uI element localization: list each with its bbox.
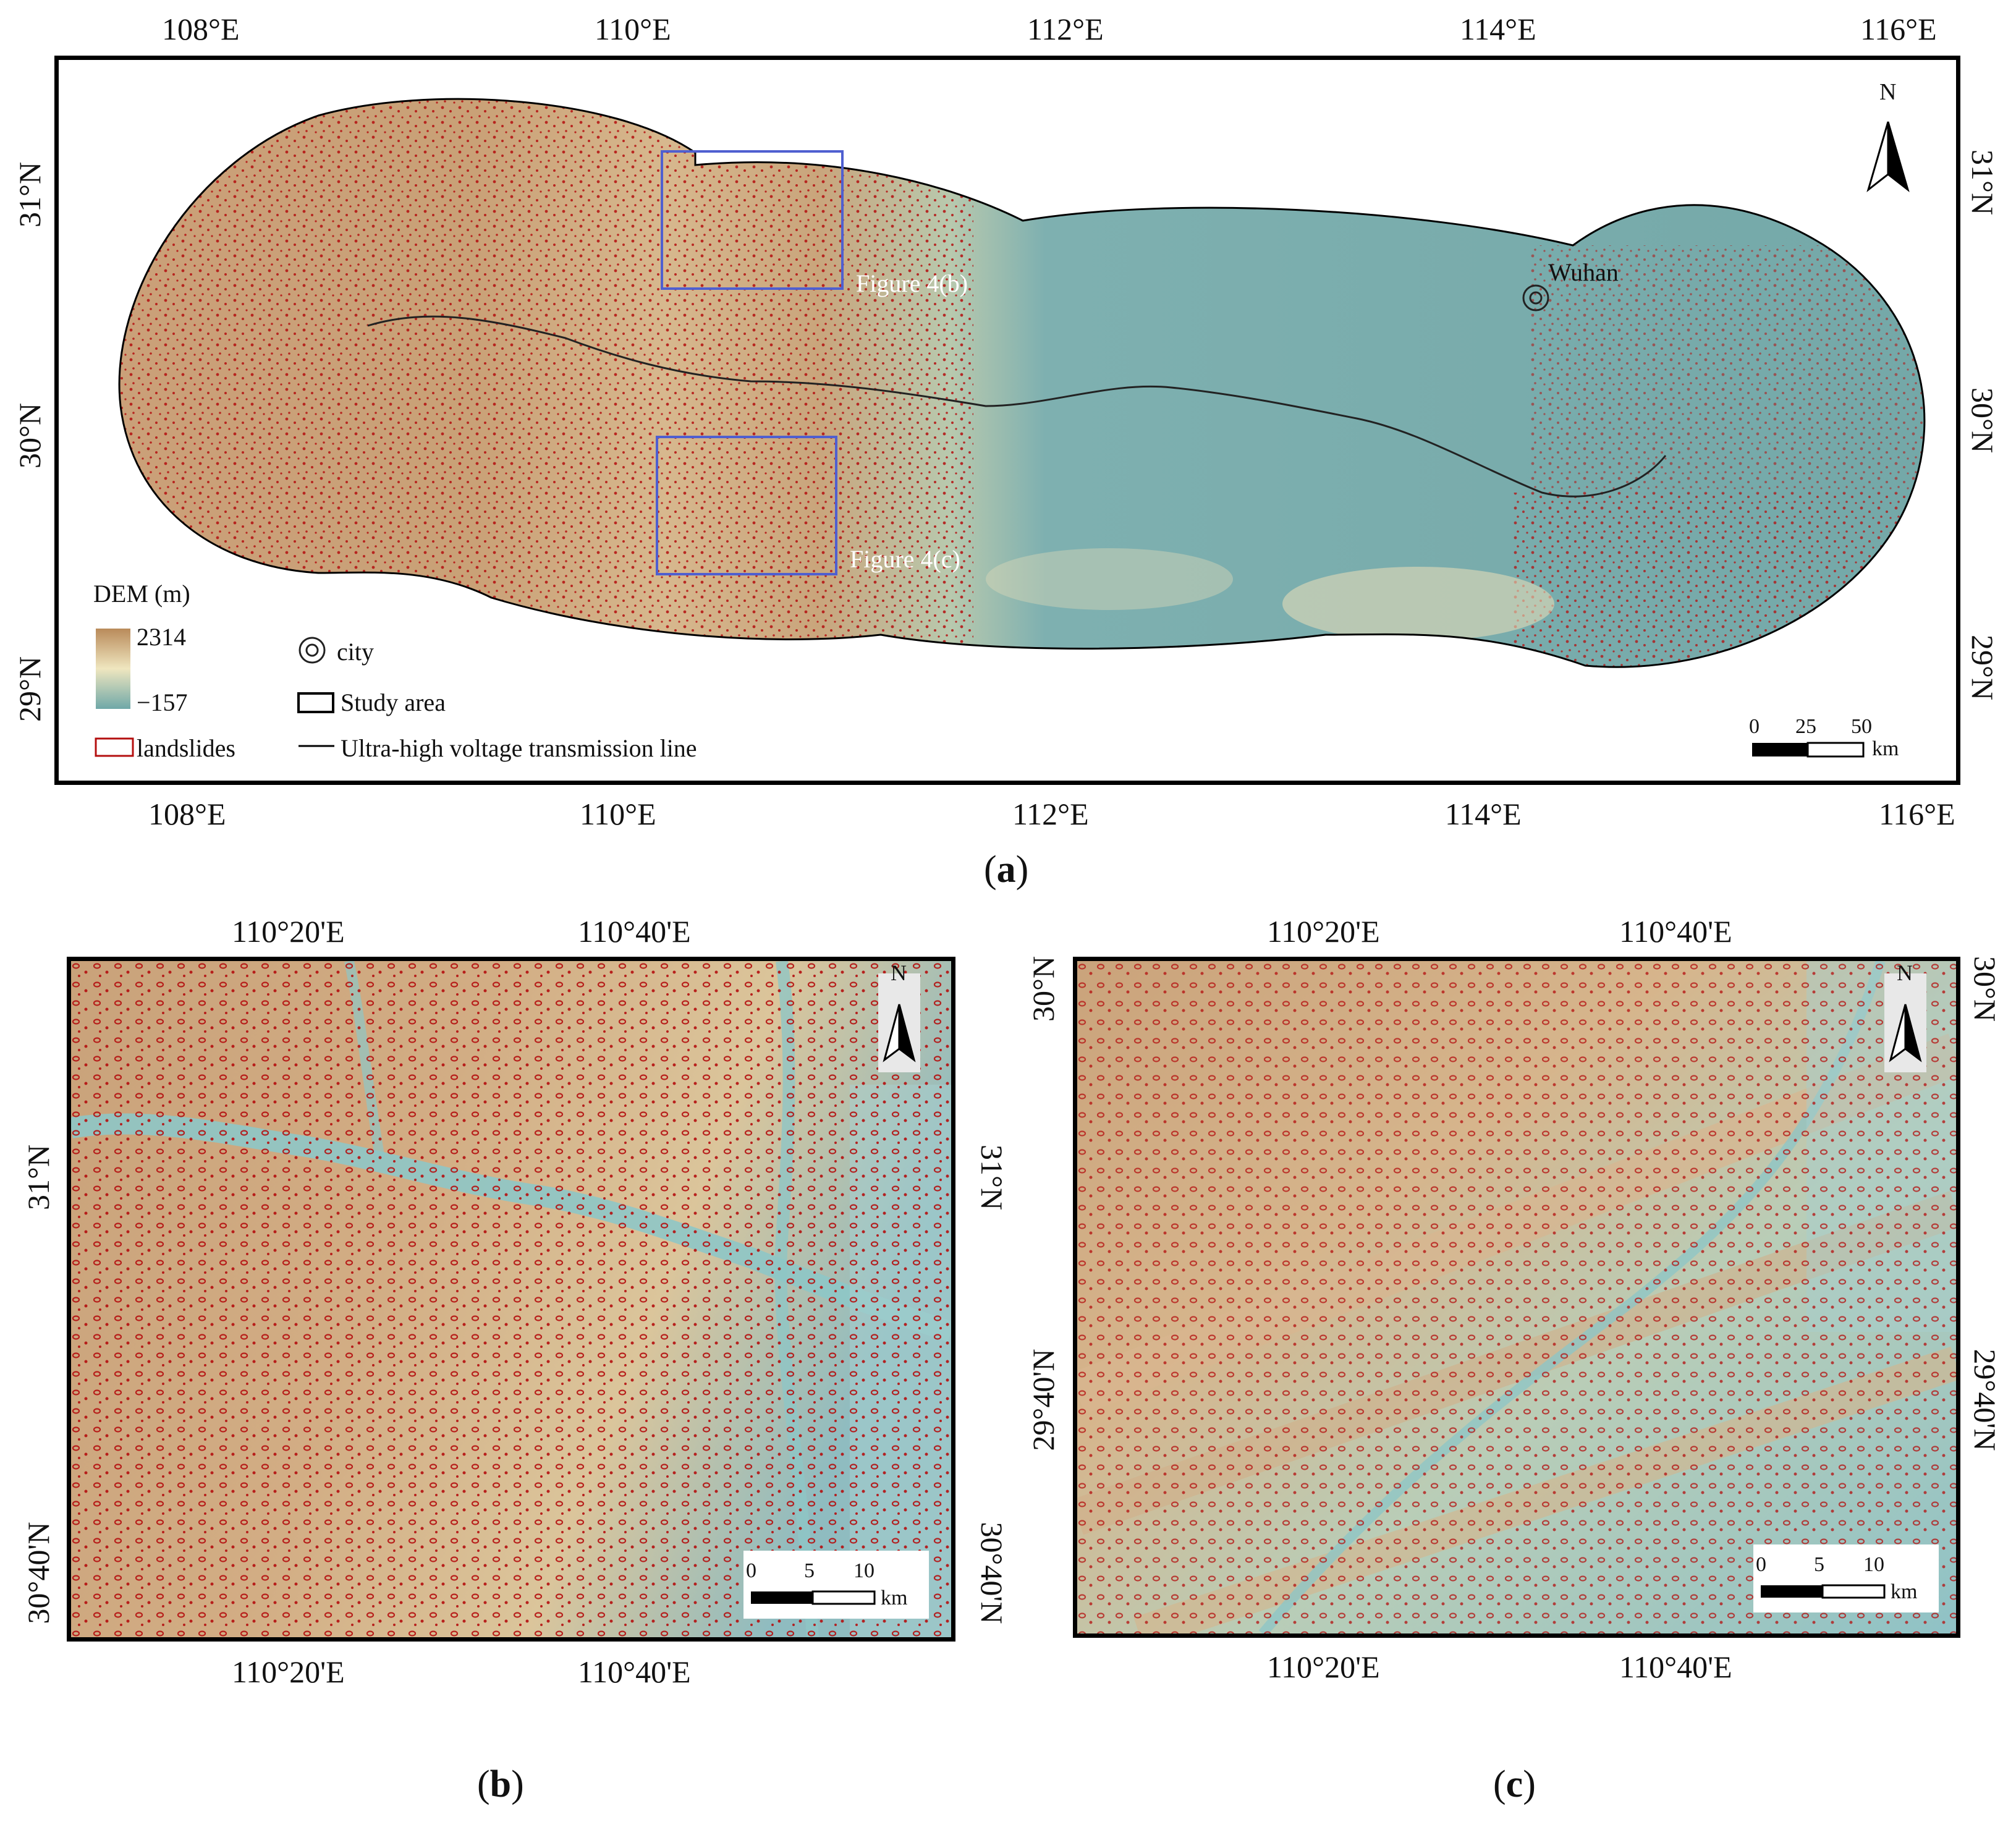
north-arrow-icon (878, 973, 920, 1072)
north-label: N (1897, 960, 1913, 985)
legend-city-icon (299, 637, 326, 664)
scalebar-c-label-1: 5 (1814, 1553, 1824, 1576)
lat-tick-left: 31°N (21, 1144, 56, 1211)
scalebar-c-label-2: 10 (1863, 1553, 1884, 1576)
lon-tick-top: 114°E (1460, 12, 1536, 46)
lon-tick-bottom: 110°20'E (232, 1655, 345, 1689)
lat-tick-left: 29°N (12, 656, 47, 722)
scalebar-a-label-2: 50 (1851, 715, 1872, 738)
legend-landslide-icon (95, 737, 134, 757)
lon-tick-top: 110°20'E (1267, 914, 1380, 949)
figure-4c-label: Figure 4(c) (850, 545, 960, 573)
lon-tick-bottom: 110°E (580, 797, 656, 831)
study-area-boundary (118, 98, 1926, 668)
scalebar-a-label-1: 25 (1795, 715, 1816, 738)
lat-tick-left: 29°40'N (1026, 1349, 1061, 1451)
lon-tick-bottom: 114°E (1445, 797, 1522, 831)
lat-tick-right: 30°N (1965, 387, 2000, 454)
lat-tick-left: 30°N (1026, 955, 1061, 1022)
scalebar-a (1752, 742, 1865, 758)
figure-4c-box (656, 436, 837, 575)
scalebar-c-unit: km (1891, 1580, 1918, 1603)
scalebar-a-label-0: 0 (1749, 715, 1760, 738)
lon-tick-bottom: 110°40'E (578, 1655, 691, 1689)
lon-tick-top: 108°E (162, 12, 240, 46)
scalebar-b (743, 1551, 929, 1619)
dem-raster (119, 99, 1925, 667)
legend-study-area-icon (297, 692, 334, 713)
figure-4b-label: Figure 4(b) (856, 269, 968, 297)
lon-tick-bottom: 110°40'E (1619, 1650, 1732, 1684)
panel-b-map-frame: N 0 5 10 km (67, 957, 955, 1642)
scalebar-a-unit: km (1872, 737, 1899, 760)
lon-tick-top: 110°40'E (578, 914, 691, 949)
panel-a-caption: (a) (984, 849, 1029, 891)
dem-color-ramp (96, 629, 130, 709)
panel-a-map (95, 98, 1926, 758)
lon-tick-top: 116°E (1860, 12, 1937, 46)
lon-tick-top: 110°E (595, 12, 671, 46)
scalebar-b-unit: km (881, 1587, 908, 1609)
north-label: N (1879, 79, 1897, 105)
panel-c-map-frame: N 0 5 10 km (1073, 957, 1960, 1638)
scalebar-b-label-0: 0 (746, 1559, 756, 1582)
city-label: Wuhan (1548, 258, 1619, 286)
legend-dem-max: 2314 (137, 623, 186, 651)
legend-city-text: city (337, 638, 374, 666)
north-arrow-icon (1884, 973, 1926, 1072)
scalebar-c-label-0: 0 (1756, 1553, 1766, 1576)
lon-tick-bottom: 108°E (148, 797, 226, 831)
legend-landslides-text: landslides (137, 734, 235, 762)
lat-tick-left: 30°N (12, 402, 47, 469)
lon-tick-bottom: 110°20'E (1267, 1650, 1380, 1684)
lon-tick-top: 110°20'E (232, 914, 345, 949)
lat-tick-right: 31°N (975, 1144, 1009, 1211)
panel-c-map (1077, 961, 1956, 1633)
lat-tick-right: 29°40'N (1968, 1349, 2002, 1451)
legend-dem-title: DEM (m) (93, 580, 190, 608)
lon-tick-bottom: 112°E (1012, 797, 1089, 831)
lat-tick-right: 30°40'N (975, 1522, 1009, 1624)
lat-tick-right: 31°N (1965, 149, 2000, 216)
transmission-line (367, 315, 1667, 498)
scalebar-b-label-1: 5 (804, 1559, 815, 1582)
lat-tick-right: 29°N (1965, 634, 2000, 701)
lon-tick-top: 112°E (1027, 12, 1104, 46)
legend-line-text: Ultra-high voltage transmission line (341, 734, 697, 762)
city-symbol (1522, 284, 1549, 311)
panel-b-caption: (b) (477, 1763, 524, 1805)
lat-tick-left: 31°N (12, 161, 47, 228)
scalebar-b-label-2: 10 (853, 1559, 875, 1582)
lat-tick-right: 30°N (1968, 955, 2002, 1022)
north-label: N (891, 960, 907, 985)
north-arrow-icon (1866, 121, 1910, 193)
lat-tick-left: 30°40'N (21, 1522, 56, 1624)
lon-tick-bottom: 116°E (1879, 797, 1955, 831)
panel-a-map-frame: Figure 4(b) Figure 4(c) Wuhan N DEM (m) … (54, 56, 1960, 785)
scalebar-c (1753, 1544, 1939, 1612)
figure-4b-box (661, 150, 844, 290)
panel-b-map (71, 961, 951, 1637)
legend-study-area-text: Study area (341, 689, 446, 716)
panel-c-caption: (c) (1493, 1763, 1536, 1805)
lon-tick-top: 110°40'E (1619, 914, 1732, 949)
legend-dem-min: −157 (137, 689, 188, 716)
